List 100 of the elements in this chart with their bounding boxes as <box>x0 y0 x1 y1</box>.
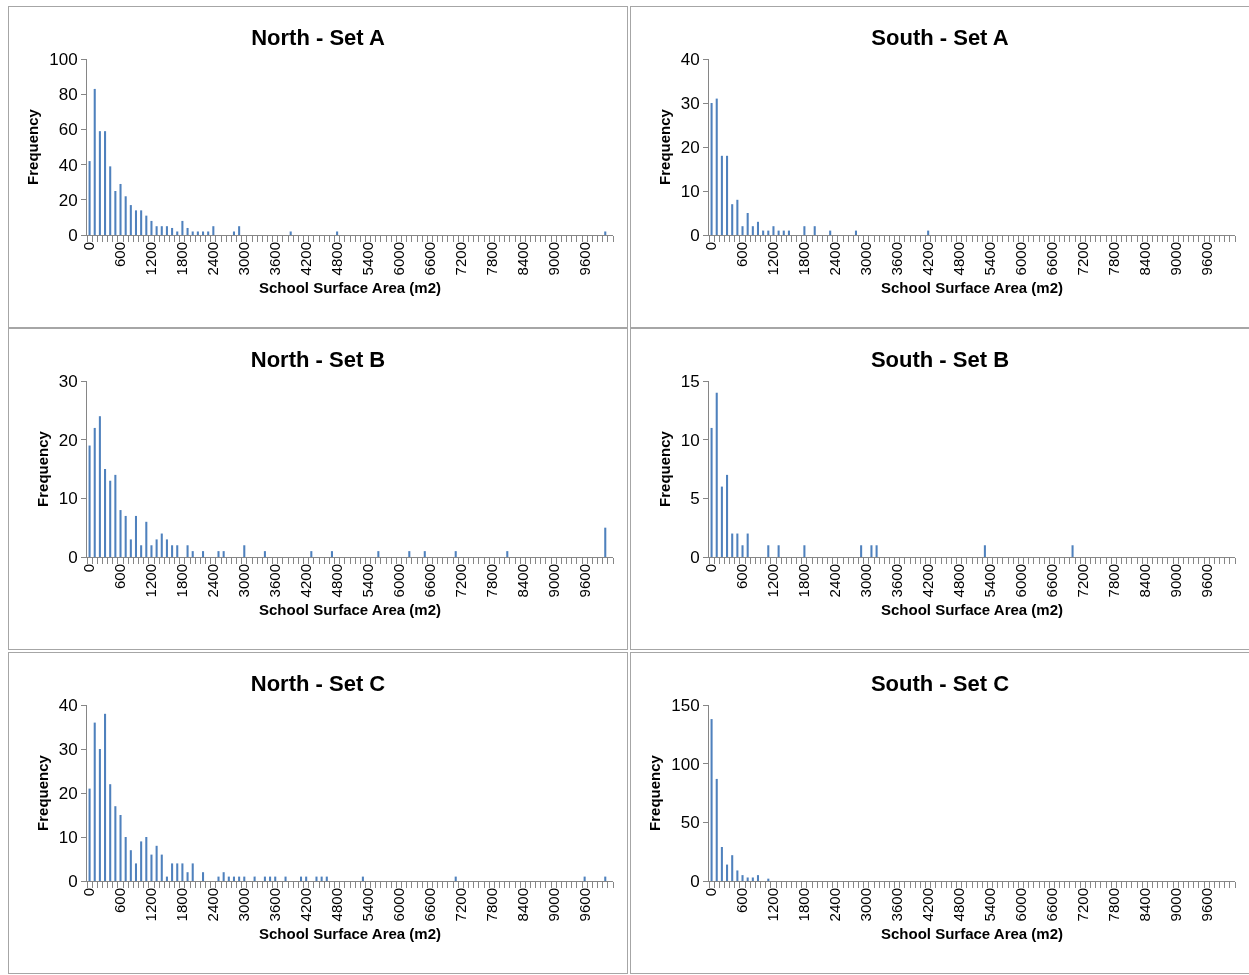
bar <box>145 521 148 557</box>
x-tick-label: 9600 <box>1197 564 1215 598</box>
bar <box>124 196 127 235</box>
bar <box>720 846 723 881</box>
x-tick-label: 9600 <box>1197 242 1215 276</box>
x-tick-label: 2400 <box>204 242 222 276</box>
x-tick-label: 3000 <box>235 242 253 276</box>
x-tick-label: 4800 <box>327 242 345 276</box>
x-tick-label: 3000 <box>235 564 253 598</box>
bar <box>720 486 723 557</box>
x-tick-label: 4200 <box>297 564 315 598</box>
y-tick-label: 20 <box>58 430 78 450</box>
y-tick-label: 60 <box>58 120 78 140</box>
x-tick-label: 0 <box>702 888 720 897</box>
bar <box>736 199 739 235</box>
x-tick-label: 4800 <box>949 888 967 922</box>
bar <box>803 545 806 557</box>
y-axis-title: Frequency <box>655 108 673 185</box>
y-tick-label: 30 <box>680 93 700 113</box>
x-tick-label: 600 <box>733 888 751 914</box>
bar <box>715 778 718 881</box>
bar <box>88 161 91 235</box>
x-tick-label: 1800 <box>795 888 813 922</box>
bar <box>506 551 509 557</box>
bar <box>803 226 806 235</box>
x-tick-label: 600 <box>733 564 751 590</box>
x-tick-label: 6600 <box>420 564 438 598</box>
bar <box>134 863 138 881</box>
bar <box>171 227 174 235</box>
x-tick-label: 6000 <box>1011 564 1029 598</box>
bar <box>196 231 199 235</box>
bar <box>191 863 194 881</box>
x-tick-label: 7200 <box>451 564 469 598</box>
bar <box>710 427 713 557</box>
x-tick-label: 7200 <box>1073 564 1091 598</box>
x-tick-label: 4800 <box>327 888 345 922</box>
x-tick-label: 2400 <box>204 564 222 598</box>
bar <box>134 210 138 235</box>
bar <box>186 545 189 557</box>
x-tick-label: 600 <box>111 242 129 268</box>
x-tick-label: 4200 <box>297 888 315 922</box>
x-tick-label: 9000 <box>544 564 562 598</box>
bar <box>736 870 739 881</box>
x-tick-label: 2400 <box>204 888 222 922</box>
bar <box>731 204 734 235</box>
bar <box>767 545 770 557</box>
x-tick-label: 6000 <box>389 564 407 598</box>
x-tick-label: 6600 <box>1042 888 1060 922</box>
bar <box>98 749 101 881</box>
bar <box>751 877 754 881</box>
x-tick-label: 1800 <box>173 564 191 598</box>
bar <box>746 533 749 557</box>
bar <box>155 226 158 235</box>
y-tick-label: 20 <box>680 137 700 157</box>
x-tick-label: 7800 <box>482 564 500 598</box>
bar <box>119 815 122 881</box>
y-tick-label: 50 <box>680 813 700 833</box>
bar <box>104 469 107 557</box>
y-tick-label: 30 <box>58 739 78 759</box>
bar <box>119 510 122 557</box>
x-tick-label: 3600 <box>266 564 284 598</box>
x-tick-label: 4800 <box>327 564 345 598</box>
bar <box>171 545 174 557</box>
bar <box>454 551 457 557</box>
y-axis-title: Frequency <box>33 754 51 831</box>
bar <box>165 539 168 557</box>
x-axis-title: School Surface Area (m2) <box>881 925 1063 943</box>
x-tick-label: 6600 <box>420 888 438 922</box>
y-tick-label: 30 <box>58 371 78 391</box>
bar <box>129 205 132 235</box>
y-axis-title: Frequency <box>24 108 42 185</box>
x-tick-label: 8400 <box>1135 888 1153 922</box>
x-tick-label: 5400 <box>980 888 998 922</box>
x-tick-label: 7800 <box>1104 242 1122 276</box>
bar <box>145 215 148 235</box>
bar <box>114 474 117 557</box>
x-tick-label: 4200 <box>919 242 937 276</box>
x-tick-label: 3600 <box>888 242 906 276</box>
bar <box>746 213 749 235</box>
x-axis-title: School Surface Area (m2) <box>259 279 441 297</box>
x-tick-label: 9000 <box>544 888 562 922</box>
x-tick-label: 7200 <box>1073 242 1091 276</box>
y-tick-label: 10 <box>58 827 78 847</box>
x-tick-label: 0 <box>702 564 720 573</box>
bar <box>150 545 153 557</box>
bar <box>150 854 153 881</box>
bar <box>731 533 734 557</box>
x-tick-label: 3000 <box>857 564 875 598</box>
x-tick-label: 6600 <box>420 242 438 276</box>
bar <box>88 445 91 557</box>
y-tick-label: 20 <box>58 783 78 803</box>
x-tick-label: 8400 <box>1135 564 1153 598</box>
bar <box>181 220 184 235</box>
bar <box>186 872 189 881</box>
bar <box>217 551 220 557</box>
x-tick-label: 6000 <box>389 888 407 922</box>
bar <box>119 183 122 235</box>
bar <box>726 155 729 235</box>
bar <box>202 551 205 557</box>
x-tick-label: 6600 <box>1042 564 1060 598</box>
